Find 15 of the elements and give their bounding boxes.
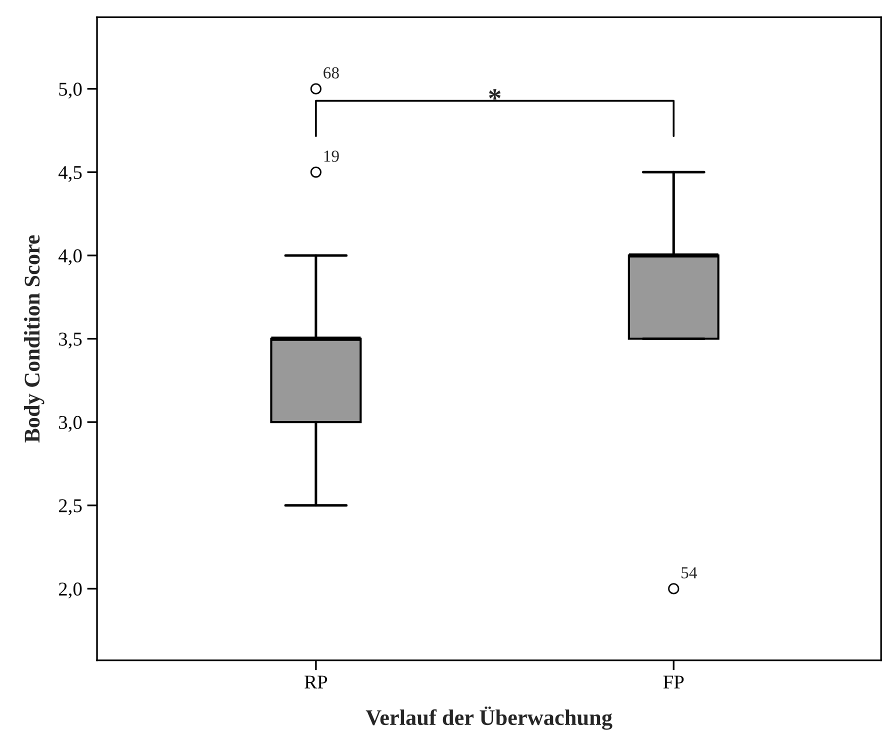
- y-tick-label: 3,0: [59, 416, 82, 432]
- annotation: 19: [324, 150, 339, 162]
- y-axis-title: Body Condition Score: [24, 235, 44, 443]
- annotation: 68: [324, 67, 339, 78]
- x-axis-title: Verlauf der Überwachung: [366, 706, 612, 730]
- y-tick-label: 5,0: [59, 82, 82, 99]
- y-tick-label: 2,0: [58, 582, 82, 598]
- y-tick-label: 4,5: [58, 166, 82, 182]
- y-tick-label: 2,5: [58, 499, 82, 516]
- x-tick-label: RP: [304, 676, 328, 688]
- annotation: *: [489, 89, 501, 100]
- annotation: 54: [682, 567, 697, 578]
- y-tick-label: 4,0: [58, 249, 82, 266]
- x-tick-label: FP: [663, 676, 684, 688]
- y-tick-label: 3,5: [59, 332, 82, 348]
